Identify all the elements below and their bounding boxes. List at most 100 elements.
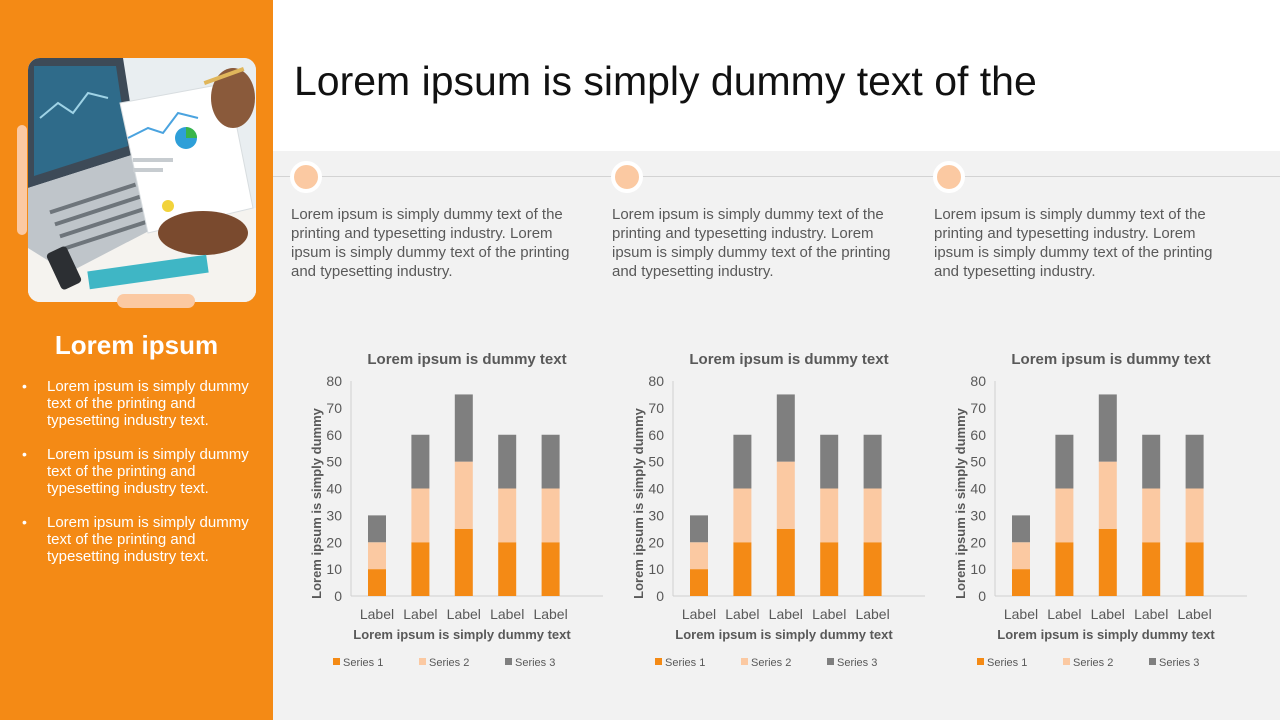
sidebar-bullet: Lorem ipsum is simply dummy text of the … [22, 514, 262, 565]
x-tick-label: Label [1177, 606, 1211, 622]
bar-segment [690, 569, 708, 596]
x-tick-label: Label [490, 606, 524, 622]
x-tick-label: Label [403, 606, 437, 622]
y-tick-label: 60 [326, 427, 342, 443]
x-tick-label: Label [360, 606, 394, 622]
y-tick-label: 30 [970, 507, 986, 523]
legend-swatch [419, 658, 426, 665]
x-tick-label: Label [1134, 606, 1168, 622]
bar-segment [1185, 488, 1204, 543]
bar-segment [1142, 434, 1161, 489]
content-panel: Lorem ipsum is simply dummy text of the … [273, 151, 1280, 720]
y-axis-label: Lorem ipsum is simply dummy [631, 407, 646, 598]
bar-segment [498, 488, 517, 543]
y-tick-label: 10 [970, 561, 986, 577]
legend-swatch [333, 658, 340, 665]
x-axis-label: Lorem ipsum is simply dummy text [997, 627, 1215, 642]
bar-segment [1012, 515, 1030, 543]
bar-segment [776, 528, 795, 596]
y-tick-label: 80 [326, 373, 342, 389]
y-tick-label: 70 [648, 400, 664, 416]
x-tick-label: Label [812, 606, 846, 622]
bar-segment [863, 542, 882, 596]
legend-label: Series 3 [837, 657, 877, 669]
y-tick-label: 80 [648, 373, 664, 389]
y-tick-label: 70 [970, 400, 986, 416]
legend-swatch [741, 658, 748, 665]
sidebar-bullet: Lorem ipsum is simply dummy text of the … [22, 378, 262, 429]
chart-title: Lorem ipsum is dummy text [689, 351, 888, 368]
y-tick-label: 0 [978, 588, 986, 604]
legend-swatch [655, 658, 662, 665]
y-tick-label: 20 [648, 534, 664, 550]
bar-segment [368, 569, 386, 596]
chart-svg: Lorem ipsum is dummy text 0 10 20 30 40 50 60 70… [953, 351, 1247, 669]
bar-segment [1012, 542, 1030, 570]
y-tick-label: 10 [326, 561, 342, 577]
bar-segment [411, 542, 430, 596]
bar-segment [1098, 461, 1117, 529]
x-axis-label: Lorem ipsum is simply dummy text [675, 627, 893, 642]
bar-segment [454, 394, 473, 462]
bar-segment [690, 515, 708, 543]
y-tick-label: 30 [326, 507, 342, 523]
chart-title: Lorem ipsum is dummy text [367, 351, 566, 368]
y-tick-label: 40 [326, 481, 342, 497]
y-axis-label: Lorem ipsum is simply dummy [309, 407, 324, 598]
bar-segment [454, 461, 473, 529]
bar-segment [411, 488, 430, 543]
bar-segment [1185, 542, 1204, 596]
photo-illustration [28, 58, 256, 302]
x-tick-label: Label [1047, 606, 1081, 622]
x-tick-label: Label [769, 606, 803, 622]
y-tick-label: 20 [326, 534, 342, 550]
y-tick-label: 40 [648, 481, 664, 497]
y-tick-label: 10 [648, 561, 664, 577]
column-text: Lorem ipsum is simply dummy text of the … [612, 206, 891, 280]
y-tick-label: 50 [970, 454, 986, 470]
bar-segment [541, 488, 560, 543]
bar-segment [541, 434, 560, 489]
x-axis-label: Lorem ipsum is simply dummy text [353, 627, 571, 642]
bar-segment [1055, 488, 1074, 543]
legend-swatch [1063, 658, 1070, 665]
stacked-bar-chart: Lorem ipsum is dummy text 0 10 20 30 40 50 60 70… [939, 341, 1259, 681]
decorative-accent-tab [117, 294, 195, 308]
stacked-bar-chart: Lorem ipsum is dummy text 0 10 20 30 40 50 60 70… [617, 341, 937, 681]
legend-label: Series 2 [429, 657, 469, 669]
y-tick-label: 30 [648, 507, 664, 523]
page-title: Lorem ipsum is simply dummy text of the [294, 58, 1037, 104]
y-tick-label: 0 [656, 588, 664, 604]
x-tick-label: Label [682, 606, 716, 622]
y-tick-label: 40 [970, 481, 986, 497]
legend-label: Series 2 [1073, 657, 1113, 669]
bar-segment [1185, 434, 1204, 489]
bar-segment [733, 542, 752, 596]
y-tick-label: 60 [648, 427, 664, 443]
x-tick-label: Label [1091, 606, 1125, 622]
bar-segment [1012, 569, 1030, 596]
bar-segment [733, 434, 752, 489]
sidebar-bullet-list: Lorem ipsum is simply dummy text of the … [22, 378, 262, 582]
bar-segment [411, 434, 430, 489]
bar-segment [820, 542, 839, 596]
bar-segment [863, 434, 882, 489]
chart-svg: Lorem ipsum is dummy text 0 10 20 30 40 50 60 70… [309, 351, 603, 669]
bar-segment [1142, 488, 1161, 543]
sidebar-bullet: Lorem ipsum is simply dummy text of the … [22, 446, 262, 497]
sidebar: Lorem ipsum Lorem ipsum is simply dummy … [0, 0, 273, 720]
bar-segment [820, 434, 839, 489]
legend-swatch [827, 658, 834, 665]
legend-label: Series 3 [1159, 657, 1199, 669]
x-tick-label: Label [855, 606, 889, 622]
x-tick-label: Label [533, 606, 567, 622]
timeline-dot [611, 161, 643, 193]
chart-svg: Lorem ipsum is dummy text 0 10 20 30 40 50 60 70… [631, 351, 925, 669]
timeline-dot [290, 161, 322, 193]
bar-segment [498, 434, 517, 489]
bar-segment [1098, 528, 1117, 596]
legend-label: Series 1 [987, 657, 1027, 669]
bar-segment [863, 488, 882, 543]
chart-title: Lorem ipsum is dummy text [1011, 351, 1210, 368]
legend-label: Series 1 [665, 657, 705, 669]
